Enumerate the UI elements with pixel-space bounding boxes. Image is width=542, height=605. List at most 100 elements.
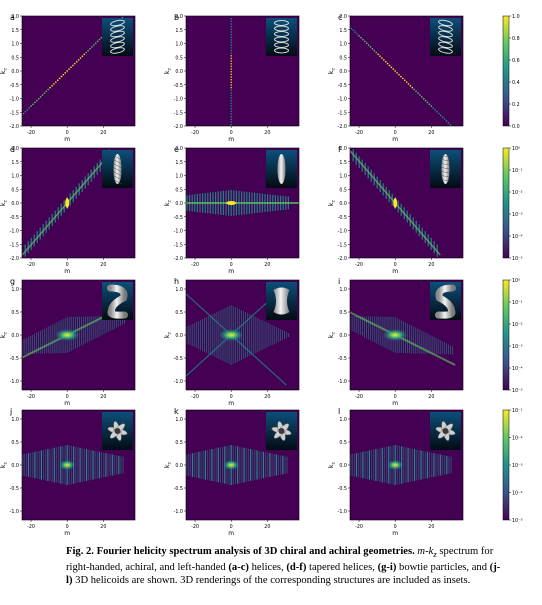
y-axis-label: kz [0,67,9,73]
spectrum-peak [226,201,237,205]
colorbar-tick-label: 10⁻² [512,190,523,196]
spectrum-stripe [405,447,407,483]
spectrum-dot [53,83,55,85]
spectrum-dot [345,22,346,23]
spectrum-stripe [370,316,372,341]
y-tick-label: -2.0 [174,256,183,262]
panel-i: i1.0 0.5 0.0 -0.5 -1.0 kz -20 0 20 m [328,277,464,407]
y-tick-label: 1.5 [175,28,183,34]
spectrum-stripe [409,448,411,482]
spectrum-stripe [403,446,405,484]
spectrum-stripe [409,324,411,354]
x-axis-label: m [228,530,234,537]
x-tick-label: 0 [394,394,397,400]
y-tick-label: 1.0 [339,42,347,48]
y-tick-label: -1.0 [174,229,183,235]
spectrum-stripe [199,320,201,350]
tapered-right-helix-inset [102,150,133,188]
spectrum-stripe [265,322,267,348]
spectrum-dot [13,122,14,123]
spectrum-dot [41,94,44,96]
y-tick-label: -2.0 [338,124,347,130]
spectrum-dot [87,49,89,52]
spectrum-stripe [113,315,115,329]
spectrum-stripe [111,454,113,476]
spectrum-dot [28,107,30,109]
spectrum-band [186,202,299,204]
spectrum-stripe [370,449,373,481]
spectrum-dot [398,74,400,76]
colorbar-tick-label: 0.2 [512,102,520,108]
x-tick-label: 0 [66,262,69,268]
helicoid-left-inset [430,412,461,450]
spectrum-stripe [374,316,376,343]
spectrum-stripe [90,449,92,481]
spectrum-stripe [25,453,27,477]
spectrum-stripe [271,325,273,345]
spectrum-dot [32,103,34,105]
y-tick-label: -0.5 [174,356,183,362]
spectrum-stripe [433,453,435,477]
spectrum-dot [121,16,123,19]
tapered-groove [113,171,122,177]
spectrum-dot [352,29,355,31]
spectrum-stripe [253,316,255,354]
spectrum-dot [230,52,232,54]
y-tick-label: 0.0 [339,463,347,469]
spectrum-stripe [258,450,260,480]
spectrum-dot [417,92,419,94]
spectrum-stripe [105,316,107,334]
helix-turn [438,47,453,54]
y-tick-label: -1.0 [174,509,183,515]
spectrum-j [22,445,124,485]
spectrum-stripe [55,447,58,483]
spectrum-stripe [32,452,34,478]
left-handed-helix-inset [430,18,461,56]
spectrum-stripe [368,316,370,340]
helix-turn [110,36,125,43]
spectrum-stripe [29,335,31,354]
colorbar-row-2: 10⁰ 10⁻¹ 10⁻² 10⁻³ 10⁻⁴ 10⁻⁵ [502,146,523,262]
spectrum-stripe [431,452,433,478]
y-tick-label: -1.5 [338,242,347,248]
spectrum-stripe [173,333,174,337]
spectrum-stripe [284,456,286,474]
spectrum-stripe [377,448,379,482]
spectrum-stripe [271,453,273,477]
spectrum-stripe [34,451,36,479]
spectrum-stripe [31,334,33,354]
spectrum-dot [45,90,47,93]
spectrum-stripe [411,325,413,354]
tapered-achiral-inset [266,150,297,188]
spectrum-dot [49,86,51,89]
y-tick-label: 0.5 [175,310,183,316]
tapered-groove [113,163,122,169]
x-tick-label: 20 [428,130,434,136]
tapered-groove [113,159,122,165]
spectrum-stripe [379,448,381,482]
spectrum-stripe [30,452,32,478]
spectrum-stripe [9,346,10,354]
spectrum-stripe [118,455,120,475]
spectrum-dot [230,97,232,99]
spectrum-stripe [239,446,241,484]
colorbar-tick-label: 0.8 [512,36,520,42]
x-tick-label: 0 [230,524,233,530]
spectrum-stripe [79,316,80,347]
spectrum-stripe [58,446,60,484]
spectrum-dot [419,94,421,96]
spectrum-peak [65,198,70,208]
spectrum-stripe [269,324,271,346]
x-tick-label: 20 [100,130,106,136]
spectrum-stripe [424,451,426,479]
spectrum-stripe [275,327,277,343]
spectrum-dot [15,120,16,121]
spectrum-stripe [337,316,338,324]
tapered-groove [113,179,122,185]
tapered-groove [441,171,450,174]
spectrum-dot [230,49,232,52]
x-tick-label: 20 [100,394,106,400]
spectrum-dot [230,108,232,110]
y-tick-label: 0.0 [339,333,347,339]
y-tick-label: -0.5 [338,486,347,492]
